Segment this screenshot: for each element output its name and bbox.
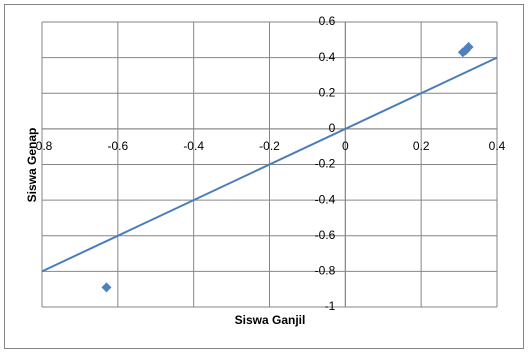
y-tick-label: 0.2 (319, 85, 336, 99)
y-tick-label: -0.2 (315, 157, 336, 171)
y-tick-label: 0 (329, 121, 336, 135)
x-tick-label: -0.2 (259, 139, 280, 153)
y-tick-label: -0.8 (315, 264, 336, 278)
y-tick-label: -1 (325, 299, 336, 313)
y-tick-label: 0.6 (319, 14, 336, 28)
y-axis-title: Siswa Genap (25, 128, 39, 203)
y-tick-label: -0.4 (315, 192, 336, 206)
x-tick-label: -0.4 (183, 139, 204, 153)
data-point (101, 282, 112, 293)
y-tick-label: 0.4 (319, 50, 336, 64)
x-tick-label: -0.8 (32, 139, 53, 153)
x-tick-label: -0.6 (107, 139, 128, 153)
x-tick-label: 0.4 (489, 139, 506, 153)
y-tick-label: -0.6 (315, 228, 336, 242)
data-line (41, 56, 498, 273)
chart-border (4, 4, 524, 349)
x-axis-title: Siswa Ganjil (235, 313, 306, 327)
x-tick-label: 0 (342, 139, 349, 153)
x-tick-label: 0.2 (413, 139, 430, 153)
data-point (463, 41, 474, 52)
